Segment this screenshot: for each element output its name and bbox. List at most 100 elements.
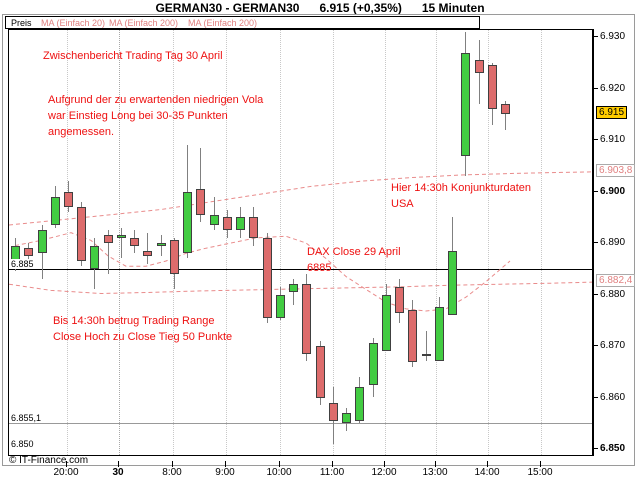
symbol-name: GERMAN30 - GERMAN30 bbox=[155, 1, 300, 15]
candle bbox=[448, 250, 457, 316]
hour-gridline bbox=[385, 30, 386, 455]
candle bbox=[488, 65, 497, 110]
legend-ma20-label[interactable]: MA (Einfach 20) bbox=[41, 18, 106, 28]
ma-line bbox=[9, 281, 592, 295]
candle bbox=[422, 353, 431, 357]
candle bbox=[408, 310, 417, 362]
candle bbox=[329, 402, 338, 421]
x-axis-tick bbox=[435, 461, 436, 467]
candle bbox=[157, 243, 166, 246]
candle-wick bbox=[161, 235, 162, 256]
last-price-and-change: 6.915 (+0,35%) bbox=[319, 1, 402, 15]
x-axis-label: 20:00 bbox=[53, 467, 79, 478]
annotation-text: Bis 14:30h betrug Trading Range Close Hoc… bbox=[53, 315, 233, 343]
x-axis-label: 30 bbox=[112, 467, 124, 478]
legend-ma200-label[interactable]: MA (Einfach 200) bbox=[109, 18, 179, 28]
y-axis-label: 6.920 bbox=[600, 83, 626, 94]
x-axis-label: 11:00 bbox=[319, 467, 345, 478]
candle bbox=[223, 217, 232, 231]
candle bbox=[38, 230, 47, 254]
y-axis-tick bbox=[594, 88, 598, 89]
x-axis-label: 15:00 bbox=[527, 467, 553, 478]
candle bbox=[117, 235, 126, 238]
x-axis-label: 8:00 bbox=[162, 467, 182, 478]
y-axis-tick bbox=[594, 448, 598, 449]
x-axis-label: 9:00 bbox=[215, 467, 235, 478]
ma-line bbox=[14, 232, 511, 312]
hour-gridline bbox=[119, 30, 120, 455]
candle bbox=[263, 237, 272, 318]
candle bbox=[90, 245, 99, 269]
timeframe-label: 15 Minuten bbox=[421, 1, 485, 15]
candle-wick bbox=[505, 101, 506, 130]
candle bbox=[382, 294, 391, 352]
x-axis-tick bbox=[66, 461, 67, 467]
y-axis-tick bbox=[594, 242, 598, 243]
price-reference-line bbox=[9, 423, 592, 424]
y-axis-tick bbox=[594, 139, 598, 140]
axis-price-box: 6.903,8 bbox=[596, 164, 636, 177]
candle-wick bbox=[200, 147, 201, 223]
left-price-label: 6.855,1 bbox=[10, 413, 43, 423]
y-axis-label: 6.860 bbox=[600, 392, 626, 403]
candle bbox=[77, 207, 86, 262]
hour-gridline bbox=[541, 30, 542, 455]
x-axis-label: 10:00 bbox=[266, 467, 292, 478]
hour-gridline bbox=[280, 30, 281, 455]
x-axis-tick bbox=[487, 461, 488, 467]
candle bbox=[289, 284, 298, 292]
candle bbox=[302, 284, 311, 354]
candle bbox=[143, 250, 152, 256]
legend-bar: Preis MA (Einfach 20) MA (Einfach 200) M… bbox=[5, 16, 480, 29]
candle bbox=[276, 294, 285, 318]
left-price-label: 6.850 bbox=[10, 439, 35, 449]
candle bbox=[355, 387, 364, 421]
axis-price-box: 6.915 bbox=[596, 106, 628, 119]
axis-price-box: 6.882,4 bbox=[596, 274, 636, 287]
x-axis-label: 14:00 bbox=[474, 467, 500, 478]
x-axis-tick bbox=[225, 461, 226, 467]
x-axis-label: 12:00 bbox=[371, 467, 397, 478]
y-axis-label: 6.900 bbox=[600, 186, 626, 197]
candle bbox=[316, 346, 325, 398]
x-axis-tick bbox=[332, 461, 333, 467]
candle-wick bbox=[214, 196, 215, 231]
candle bbox=[51, 196, 60, 225]
candle bbox=[236, 217, 245, 231]
candle bbox=[342, 413, 351, 424]
x-axis-tick bbox=[279, 461, 280, 467]
x-axis-label: 13:00 bbox=[422, 467, 448, 478]
candle-wick bbox=[121, 227, 122, 259]
price-reference-line bbox=[9, 269, 592, 270]
x-axis-tick bbox=[172, 461, 173, 467]
candle bbox=[24, 248, 33, 256]
y-axis-tick bbox=[594, 191, 598, 192]
chart-title: GERMAN30 - GERMAN30 6.915 (+0,35%) 15 Minu… bbox=[0, 1, 640, 15]
x-axis-tick bbox=[118, 461, 119, 467]
x-axis-tick bbox=[540, 461, 541, 467]
hour-gridline bbox=[226, 30, 227, 455]
y-axis-label: 6.850 bbox=[600, 443, 626, 454]
legend-ma200b-label[interactable]: MA (Einfach 200) bbox=[188, 18, 258, 28]
candle-wick bbox=[147, 232, 148, 264]
annotation-text: Hier 14:30h Konjunkturdaten USA bbox=[391, 182, 532, 210]
legend-price-label[interactable]: Preis bbox=[11, 18, 32, 28]
candle bbox=[395, 286, 404, 313]
plot-area[interactable]: Zwischenbericht Trading Tag 30 April Aufg… bbox=[8, 29, 594, 456]
y-axis-label: 6.870 bbox=[600, 340, 626, 351]
candle bbox=[64, 191, 73, 207]
y-axis-tick bbox=[594, 345, 598, 346]
candle bbox=[210, 214, 219, 225]
candle bbox=[501, 104, 510, 115]
y-axis-label: 6.880 bbox=[600, 289, 626, 300]
left-price-label: 6.885 bbox=[10, 259, 35, 269]
candle-wick bbox=[426, 330, 427, 362]
y-axis-label: 6.930 bbox=[600, 31, 626, 42]
y-axis-tick bbox=[594, 397, 598, 398]
hour-gridline bbox=[67, 30, 68, 455]
candle bbox=[461, 52, 470, 156]
candle bbox=[170, 240, 179, 274]
y-axis[interactable]: 6.930 6.920 6.910 6.900 6.890 6.880 6.870 6.860… bbox=[594, 29, 638, 456]
candle bbox=[249, 217, 258, 238]
